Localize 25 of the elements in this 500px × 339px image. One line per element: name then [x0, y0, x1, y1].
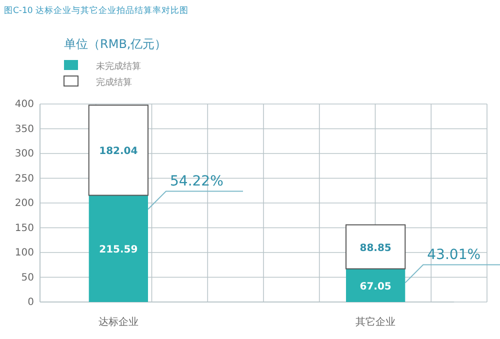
- legend-label: 完成结算: [96, 77, 132, 88]
- bar: [346, 224, 406, 270]
- y-tick-label: 400: [14, 99, 34, 110]
- y-tick-label: 350: [14, 124, 34, 135]
- y-tick-label: 300: [14, 148, 34, 160]
- data-label: 67.05: [360, 281, 392, 292]
- legend-label: 未完成结算: [96, 61, 141, 72]
- y-axis-title: 单位（RMB,亿元）: [64, 37, 167, 51]
- y-tick-label: 200: [14, 198, 34, 210]
- x-tick-label: 其它企业: [356, 316, 396, 328]
- y-tick-label: 0: [28, 297, 34, 308]
- bar: [88, 195, 148, 302]
- bar: [88, 104, 148, 196]
- y-tick-label: 100: [14, 248, 34, 259]
- y-tick-label: 150: [14, 222, 34, 234]
- data-label: 215.59: [99, 244, 138, 256]
- y-tick-label: 50: [21, 272, 34, 284]
- data-label: 88.85: [360, 242, 392, 254]
- bar: [346, 268, 406, 302]
- annotation: 43.01%: [427, 246, 481, 263]
- y-tick-label: 250: [14, 173, 34, 184]
- annotation: 54.22%: [170, 173, 224, 190]
- chart-title: 图C-10 达标企业与其它企业拍品结算率对比图: [4, 5, 189, 16]
- x-tick-label: 达标企业: [98, 316, 138, 328]
- data-label: 182.04: [99, 146, 138, 158]
